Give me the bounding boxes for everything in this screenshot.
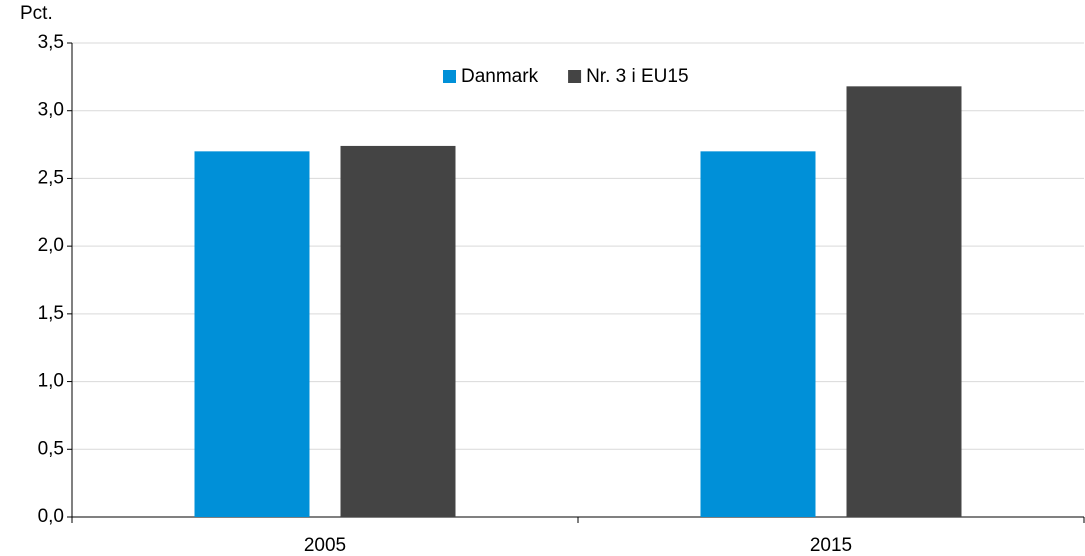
y-tick-label: 0,5 <box>38 438 64 459</box>
y-tick-label: 1,0 <box>38 371 64 392</box>
y-tick-label: 3,0 <box>38 100 64 121</box>
legend-label: Danmark <box>461 66 539 87</box>
x-tick-label: 2005 <box>304 535 346 556</box>
legend-swatch <box>568 70 582 83</box>
legend-swatch <box>443 70 456 83</box>
bar <box>340 145 456 517</box>
y-axis-label: Pct. <box>20 3 53 24</box>
y-tick-label: 3,5 <box>38 32 64 53</box>
x-tick-label: 2015 <box>810 535 852 556</box>
bar <box>700 151 816 518</box>
bar <box>846 86 962 517</box>
y-tick-label: 0,0 <box>38 506 64 527</box>
y-tick-label: 2,5 <box>38 167 64 188</box>
y-tick-label: 1,5 <box>38 303 64 324</box>
legend-label: Nr. 3 i EU15 <box>586 66 688 87</box>
y-tick-label: 2,0 <box>38 235 64 256</box>
bar <box>194 151 310 518</box>
